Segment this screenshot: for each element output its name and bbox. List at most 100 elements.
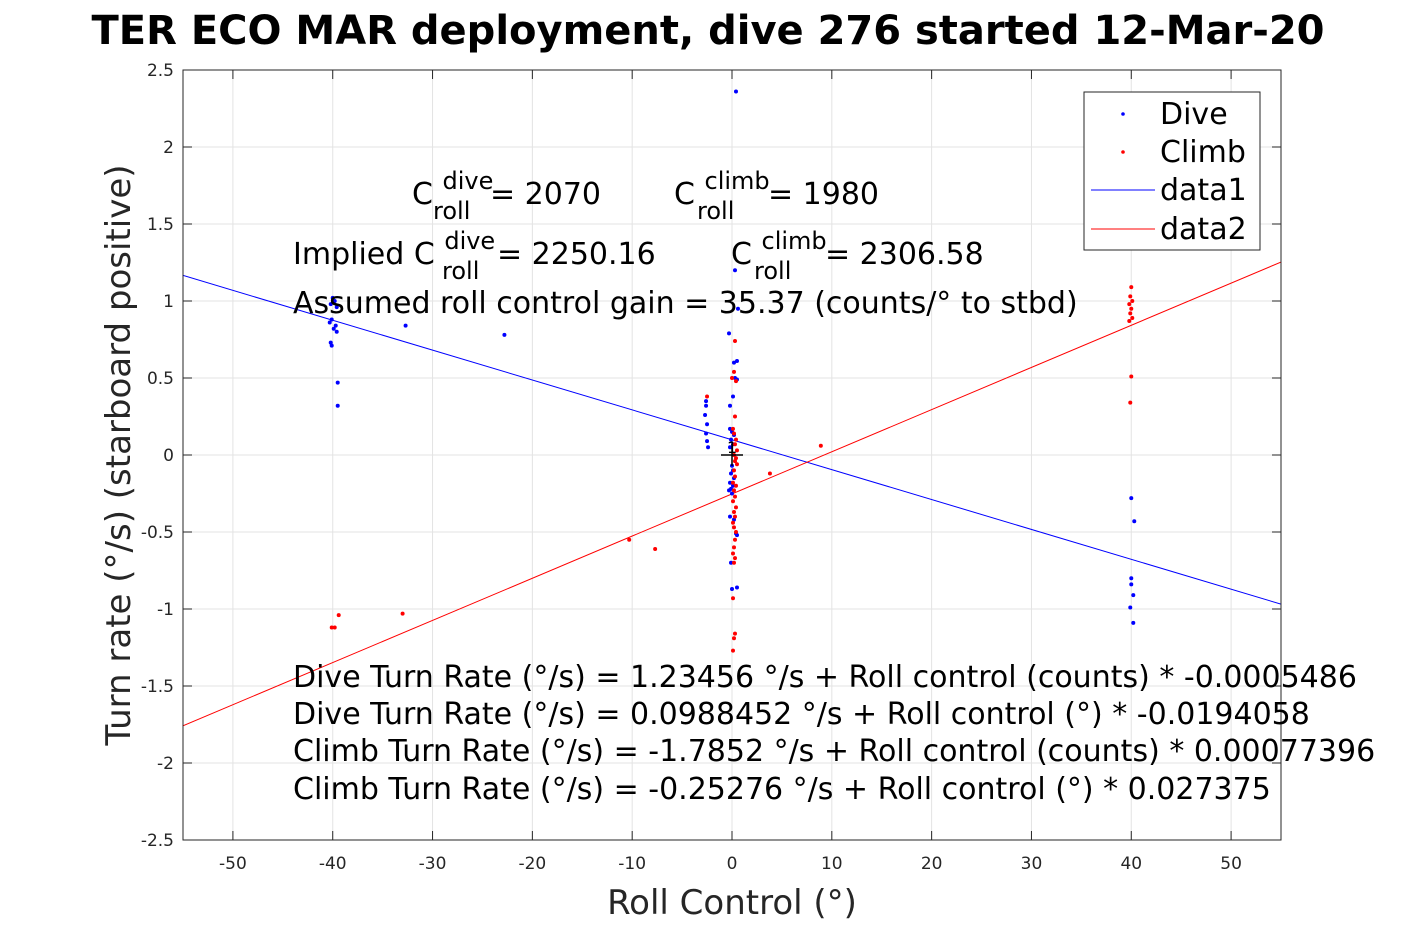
point-dive	[728, 426, 733, 431]
point-dive	[727, 488, 732, 493]
y-tick-label: -2	[157, 754, 174, 774]
point-dive	[733, 89, 738, 94]
point-climb	[1129, 306, 1134, 311]
point-climb	[734, 448, 739, 453]
point-dive	[730, 491, 734, 496]
point-climb	[767, 471, 772, 476]
point-climb	[731, 369, 736, 374]
legend: Dive Climb data1 data2	[1083, 91, 1261, 251]
point-dive	[502, 332, 507, 337]
point-dive	[1131, 593, 1136, 598]
point-dive	[703, 412, 708, 417]
point-dive	[330, 295, 335, 300]
legend-label-dive: Dive	[1160, 97, 1228, 132]
point-climb	[732, 556, 737, 561]
point-dive	[333, 323, 338, 328]
fit-annotation-2: Dive Turn Rate (°/s) = 0.0988452 °/s + R…	[293, 697, 1310, 732]
point-dive	[704, 403, 709, 408]
point-climb	[730, 426, 735, 431]
point-climb	[731, 488, 736, 493]
legend-swatch-dive	[1121, 112, 1125, 116]
y-tick-label: 0.5	[147, 369, 174, 389]
point-dive	[1132, 519, 1137, 524]
legend-label-data2: data2	[1160, 212, 1247, 247]
point-dive	[332, 299, 337, 303]
y-tick-label: -1	[157, 600, 174, 620]
point-climb	[1128, 294, 1133, 299]
point-dive	[728, 514, 733, 519]
point-dive	[705, 439, 710, 444]
data-points	[327, 89, 1137, 653]
origin-marker-label: 1	[727, 438, 737, 457]
point-climb	[1129, 374, 1134, 379]
point-dive	[729, 437, 734, 442]
point-climb	[332, 625, 337, 630]
y-axis-label: Turn rate (°/s) (starboard positive)	[99, 164, 139, 746]
point-climb	[730, 648, 735, 653]
y-tick-label: -0.5	[141, 523, 174, 543]
point-climb	[329, 625, 334, 630]
point-climb	[731, 525, 736, 530]
implied-c-roll-dive-annotation: Implied C dive roll = 2250.16	[293, 222, 656, 287]
point-climb	[730, 480, 735, 485]
point-dive	[335, 403, 340, 408]
x-tick-label: 50	[1220, 854, 1242, 874]
point-climb	[1127, 302, 1132, 307]
x-tick-label: 10	[821, 854, 843, 874]
point-dive	[334, 305, 339, 310]
point-climb	[336, 613, 341, 618]
point-climb	[732, 459, 737, 464]
point-climb	[730, 596, 735, 601]
point-climb	[733, 379, 738, 384]
point-climb	[732, 414, 737, 419]
point-dive	[334, 329, 339, 334]
point-climb	[733, 456, 738, 461]
roll-gain-annotation: Assumed roll control gain = 35.37 (count…	[293, 286, 1078, 321]
x-tick-label: 30	[1021, 854, 1043, 874]
point-dive	[728, 403, 733, 408]
point-dive	[731, 517, 736, 522]
point-climb	[731, 468, 736, 473]
point-climb	[731, 431, 736, 436]
chart-title: TER ECO MAR deployment, dive 276 started…	[91, 8, 1324, 54]
point-climb	[731, 636, 736, 641]
legend-label-climb: Climb	[1160, 135, 1246, 170]
y-tick-label: 0	[163, 446, 174, 466]
point-climb	[1130, 315, 1135, 320]
point-dive	[1131, 620, 1136, 625]
point-dive	[403, 323, 408, 328]
point-climb	[733, 483, 738, 488]
point-climb	[1128, 311, 1133, 316]
x-axis-ticks: -50 -40 -30 -20 -10 0 10 20 30 40 50	[219, 70, 1242, 874]
annotations: C dive roll = 2070 C climb roll = 1980 I…	[293, 162, 1375, 807]
point-climb	[732, 339, 737, 344]
point-dive	[735, 306, 740, 311]
point-dive	[1128, 605, 1133, 610]
point-climb	[653, 546, 658, 551]
point-dive	[730, 483, 735, 488]
point-climb	[733, 505, 738, 510]
y-axis-ticks: -2.5 -2 -1.5 -1 -0.5 0 0.5 1 1.5 2 2.5	[141, 61, 1281, 851]
point-dive	[727, 331, 732, 336]
x-tick-label: -20	[518, 854, 546, 874]
point-climb	[1128, 400, 1133, 405]
point-dive	[704, 431, 709, 436]
c-roll-climb-annotation: C climb roll = 1980	[674, 162, 879, 227]
point-climb	[1130, 299, 1135, 303]
fit-annotation-3: Climb Turn Rate (°/s) = -1.7852 °/s + Ro…	[293, 734, 1375, 769]
point-climb	[705, 394, 710, 399]
point-climb	[732, 442, 737, 447]
point-dive	[328, 302, 333, 307]
fit-annotation-1: Dive Turn Rate (°/s) = 1.23456 °/s + Rol…	[293, 660, 1357, 695]
point-dive	[704, 399, 709, 404]
point-dive	[1129, 576, 1134, 581]
point-climb	[730, 376, 734, 380]
point-climb	[734, 462, 739, 467]
x-tick-label: -40	[319, 854, 347, 874]
x-tick-label: -10	[618, 854, 646, 874]
y-tick-label: 1	[163, 292, 174, 312]
point-dive	[728, 445, 733, 450]
point-climb	[730, 499, 735, 504]
point-dive	[329, 317, 334, 322]
point-climb	[731, 545, 736, 550]
